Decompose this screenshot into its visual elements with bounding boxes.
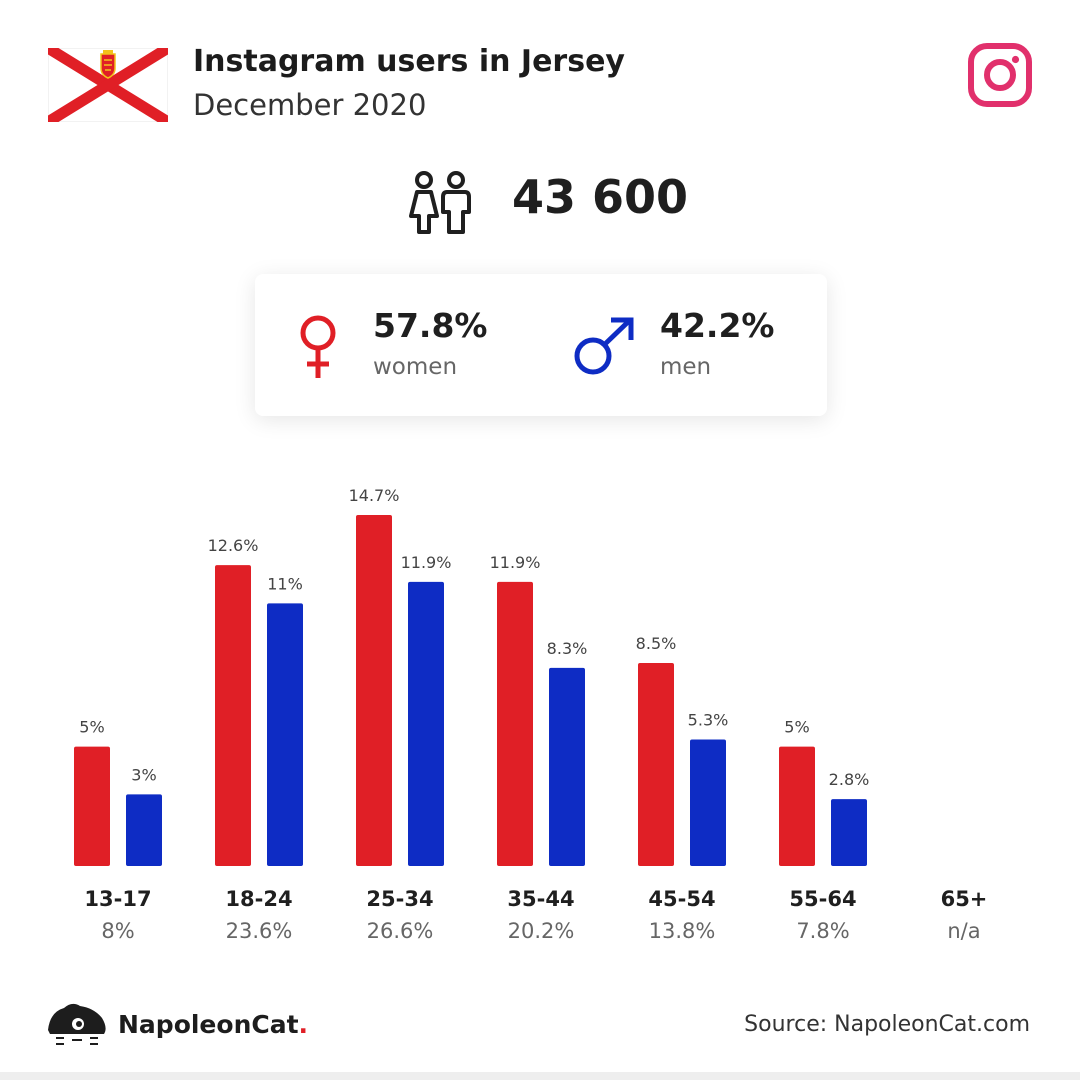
bar-men-35-44 bbox=[549, 667, 585, 866]
instagram-icon bbox=[968, 43, 1032, 107]
bottom-strip bbox=[0, 1072, 1080, 1080]
page-subtitle: December 2020 bbox=[193, 88, 427, 122]
value-label-men-35-44: 8.3% bbox=[547, 639, 588, 658]
men-percentage: 42.2% bbox=[660, 306, 775, 345]
value-label-men-45-54: 5.3% bbox=[688, 710, 729, 729]
value-label-women-18-24: 12.6% bbox=[208, 536, 259, 555]
age-gender-bar-chart: 5% 3% 13-17 8% 12.6% 11% 18-24 23.6% 14.7% 11.9% 2… bbox=[74, 486, 988, 943]
value-label-women-35-44: 11.9% bbox=[490, 553, 541, 572]
category-total-35-44: 20.2% bbox=[508, 919, 575, 943]
bar-women-45-54 bbox=[638, 663, 674, 866]
bar-men-18-24 bbox=[267, 603, 303, 866]
bar-men-55-64 bbox=[831, 799, 867, 866]
bar-men-13-17 bbox=[126, 794, 162, 866]
value-label-women-45-54: 8.5% bbox=[636, 634, 677, 653]
bar-men-25-34 bbox=[408, 581, 444, 866]
bar-men-45-54 bbox=[690, 739, 726, 866]
page-title: Instagram users in Jersey bbox=[193, 44, 625, 79]
value-label-men-25-34: 11.9% bbox=[401, 553, 452, 572]
users-icon bbox=[409, 171, 471, 234]
category-label-45-54: 45-54 bbox=[648, 887, 715, 911]
gender-card: 57.8% women 42.2% men bbox=[255, 274, 827, 416]
category-label-25-34: 25-34 bbox=[366, 887, 433, 911]
value-label-women-25-34: 14.7% bbox=[349, 486, 400, 505]
bar-women-55-64 bbox=[779, 746, 815, 866]
women-label: women bbox=[373, 354, 458, 380]
category-label-13-17: 13-17 bbox=[84, 887, 151, 911]
bar-women-25-34 bbox=[356, 515, 392, 866]
napoleoncat-logo-icon bbox=[48, 1003, 106, 1045]
category-total-65+: n/a bbox=[947, 919, 980, 943]
value-label-women-13-17: 5% bbox=[79, 718, 104, 737]
source-text: Source: NapoleonCat.com bbox=[744, 1012, 1030, 1037]
bar-women-13-17 bbox=[74, 746, 110, 866]
category-total-55-64: 7.8% bbox=[796, 919, 849, 943]
jersey-flag-icon bbox=[48, 48, 168, 122]
value-label-women-55-64: 5% bbox=[784, 718, 809, 737]
category-total-13-17: 8% bbox=[101, 919, 134, 943]
category-label-18-24: 18-24 bbox=[225, 887, 292, 911]
category-label-55-64: 55-64 bbox=[789, 887, 856, 911]
value-label-men-55-64: 2.8% bbox=[829, 770, 870, 789]
category-label-35-44: 35-44 bbox=[507, 887, 574, 911]
category-total-18-24: 23.6% bbox=[226, 919, 293, 943]
women-percentage: 57.8% bbox=[373, 306, 488, 345]
total-users: 43 600 bbox=[512, 170, 689, 224]
category-total-45-54: 13.8% bbox=[649, 919, 716, 943]
category-total-25-34: 26.6% bbox=[367, 919, 434, 943]
value-label-men-13-17: 3% bbox=[131, 765, 156, 784]
value-label-men-18-24: 11% bbox=[267, 574, 303, 593]
male-icon bbox=[574, 317, 634, 375]
category-label-65+: 65+ bbox=[941, 887, 988, 911]
female-icon bbox=[300, 315, 336, 378]
brand-name: NapoleonCat. bbox=[118, 1010, 309, 1039]
bar-women-35-44 bbox=[497, 581, 533, 866]
men-label: men bbox=[660, 354, 712, 380]
bar-women-18-24 bbox=[215, 565, 251, 866]
